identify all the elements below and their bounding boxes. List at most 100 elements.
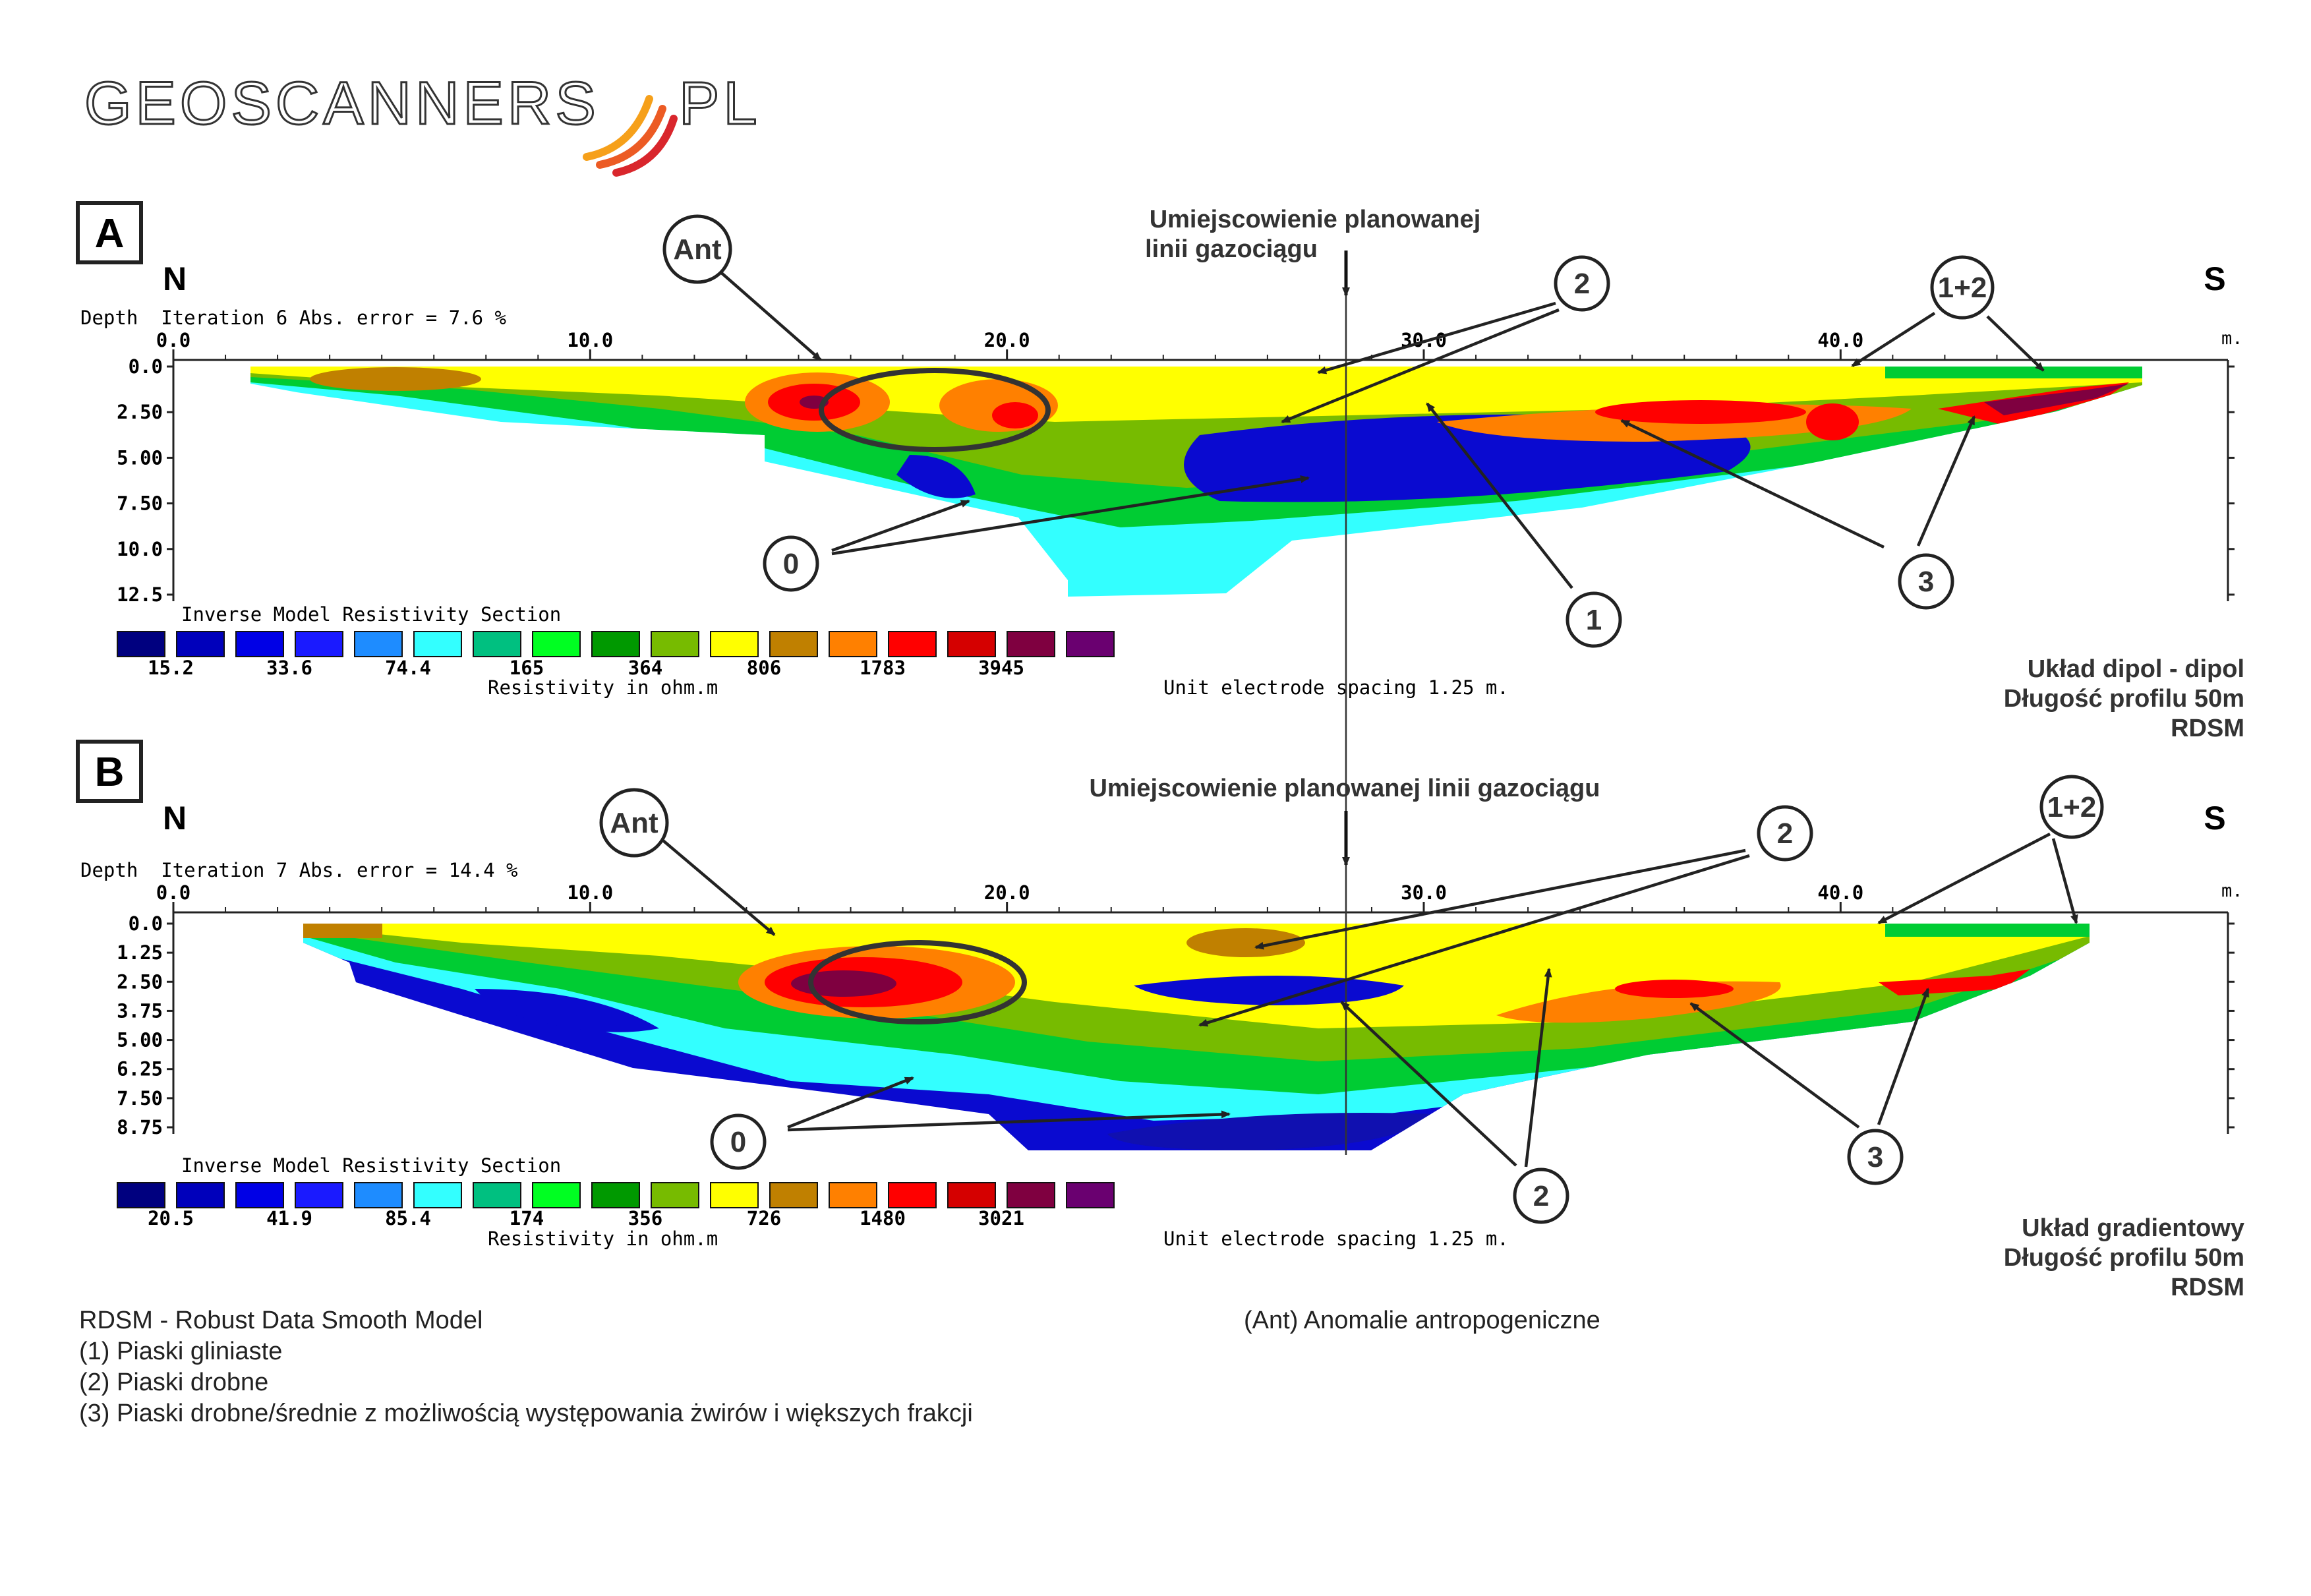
- south-label-b: S: [2204, 800, 2225, 837]
- svg-text:Układ dipol - dipol: Układ dipol - dipol: [2028, 655, 2244, 683]
- legend-value: 1480: [860, 1207, 906, 1229]
- svg-text:B: B: [95, 750, 125, 795]
- x-tick-label: 40.0: [1817, 881, 1863, 904]
- x-tick-label: 40.0: [1817, 329, 1863, 351]
- legend-swatch: [769, 1182, 818, 1208]
- svg-text:RDSM: RDSM: [2171, 715, 2244, 742]
- depth-tick-label: 8.75: [117, 1116, 163, 1138]
- svg-text:1+2: 1+2: [1938, 272, 1987, 304]
- legend-swatch: [235, 1182, 284, 1208]
- svg-text:1: 1: [1586, 604, 1602, 636]
- section-title-a: Inverse Model Resistivity Section: [181, 603, 561, 626]
- arrow-ant-b: [658, 836, 776, 936]
- legend-swatch: [888, 1182, 937, 1208]
- legend-swatch: [829, 631, 877, 657]
- arrow-onetwo-b-2: [2051, 838, 2078, 924]
- depth-tick-label: 6.25: [117, 1058, 163, 1080]
- arrow-two-b-3: [1340, 1001, 1517, 1167]
- svg-text:Długość profilu 50m: Długość profilu 50m: [2004, 1244, 2244, 1272]
- header-a: Depth Iteration 6 Abs. error = 7.6 %: [80, 307, 506, 329]
- depth-tick-label: 0.0: [129, 355, 163, 378]
- fill-brown-a: [310, 367, 481, 391]
- arrow-three-b-2: [1877, 988, 1930, 1125]
- fill-red-spot-a: [1806, 403, 1859, 440]
- depth-tick-label: 2.50: [117, 970, 163, 993]
- legend-swatch: [947, 1182, 996, 1208]
- marker-two: 2: [1513, 1167, 1569, 1224]
- legend-swatch: [473, 631, 521, 657]
- marker-one-two: 1+2: [1930, 255, 1995, 320]
- marker-three: 3: [1898, 553, 1954, 610]
- fill-red-blob-a: [992, 402, 1038, 429]
- svg-text:RDSM: RDSM: [2171, 1274, 2244, 1301]
- arrow-three-b-1: [1689, 1002, 1860, 1129]
- x-tick-label: 30.0: [1401, 881, 1447, 904]
- arrow-two-b-1: [1254, 848, 1746, 950]
- spacing-a: Unit electrode spacing 1.25 m.: [1163, 676, 1509, 699]
- resistivity-unit-a: Resistivity in ohm.m: [488, 676, 718, 699]
- marker-one: 1: [1565, 591, 1622, 648]
- axes-b: 0.0 10.0 20.0 30.0 40.0 0.0 1.25 2.50 3.75 5.00 6.…: [117, 881, 2235, 1138]
- legend-swatch: [591, 1182, 640, 1208]
- svg-text:2: 2: [1574, 268, 1590, 300]
- fill-brown-b: [1186, 928, 1305, 957]
- marker-zero: 0: [710, 1113, 767, 1170]
- arrow-zero-a-1: [831, 499, 970, 552]
- legend-value: 33.6: [266, 657, 312, 679]
- marker-ant: Ant: [662, 214, 732, 284]
- legend-value: 41.9: [266, 1207, 312, 1229]
- logo-text-left: GEOSCANNERS: [84, 70, 600, 137]
- legend-swatch: [710, 631, 759, 657]
- logo-arc-3: [612, 115, 678, 177]
- ant-outline-b: [808, 940, 1027, 1024]
- fill-red-right-b: [1879, 969, 2030, 995]
- legend-swatch: [117, 631, 165, 657]
- arrow-two-b-4: [1524, 968, 1552, 1167]
- annotation-arrows: [658, 269, 2078, 1167]
- arrow-three-a-2: [1916, 415, 1976, 547]
- legend-b: 20.5 41.9 85.4 174 356 726 1480 3021: [117, 1182, 1115, 1229]
- x-tick-label: 10.0: [567, 329, 613, 351]
- legend-value: 165: [510, 657, 544, 679]
- depth-tick-label: 5.00: [117, 1029, 163, 1051]
- legend-swatch: [651, 631, 699, 657]
- legend-value: 3945: [978, 657, 1024, 679]
- svg-text:A: A: [95, 211, 125, 256]
- ant-outline-a: [819, 368, 1051, 452]
- legend-swatch: [829, 1182, 877, 1208]
- logo-arc-1: [583, 95, 653, 161]
- marker-one-two: 1+2: [2039, 775, 2104, 839]
- svg-text:2: 2: [1777, 817, 1793, 850]
- north-label-b: N: [163, 800, 187, 837]
- legend-swatch: [710, 1182, 759, 1208]
- section-fill-a: [250, 367, 2142, 597]
- header-b: Depth Iteration 7 Abs. error = 14.4 %: [80, 859, 517, 881]
- arrow-onetwo-a-1: [1851, 312, 1936, 367]
- legend-swatch: [1007, 1182, 1055, 1208]
- legend-swatch: [1066, 631, 1115, 657]
- x-tick-label: 0.0: [156, 881, 190, 904]
- circled-markers: Ant 2 1+2 0 1 3 Ant 2 1+2 0 2 3: [599, 214, 2104, 1224]
- legend-swatch: [413, 631, 462, 657]
- footnote-2: (2) Piaski drobne: [79, 1369, 268, 1396]
- arrow-zero-a-2: [831, 475, 1310, 556]
- marker-two: 2: [1554, 255, 1610, 312]
- axes-a: 0.0 10.0 20.0 30.0 40.00.02.505.007.5010.012…: [117, 329, 2235, 606]
- footnote-3: (3) Piaski drobne/średnie z możliwością …: [79, 1400, 973, 1427]
- depth-tick-label: 0.0: [129, 912, 163, 935]
- svg-text:Ant: Ant: [610, 807, 658, 839]
- footnote-ant: (Ant) Anomalie antropogeniczne: [1244, 1307, 1600, 1334]
- svg-text:3: 3: [1867, 1141, 1883, 1173]
- depth-tick-label: 7.50: [117, 492, 163, 515]
- depth-tick-label: 2.50: [117, 401, 163, 423]
- svg-text:0: 0: [783, 548, 799, 580]
- legend-swatch: [354, 631, 403, 657]
- legend-value: 364: [628, 657, 662, 679]
- depth-tick-label: 5.00: [117, 446, 163, 469]
- svg-text:2: 2: [1533, 1180, 1549, 1212]
- legend-swatch: [176, 1182, 225, 1208]
- legend-swatch: [769, 631, 818, 657]
- resistivity-section-b: Depth Iteration 7 Abs. error = 14.4 % m.…: [80, 859, 2244, 1301]
- logo-arc-2: [596, 105, 666, 169]
- method-b: Układ gradientowy Długość profilu 50m RD…: [2004, 1214, 2244, 1301]
